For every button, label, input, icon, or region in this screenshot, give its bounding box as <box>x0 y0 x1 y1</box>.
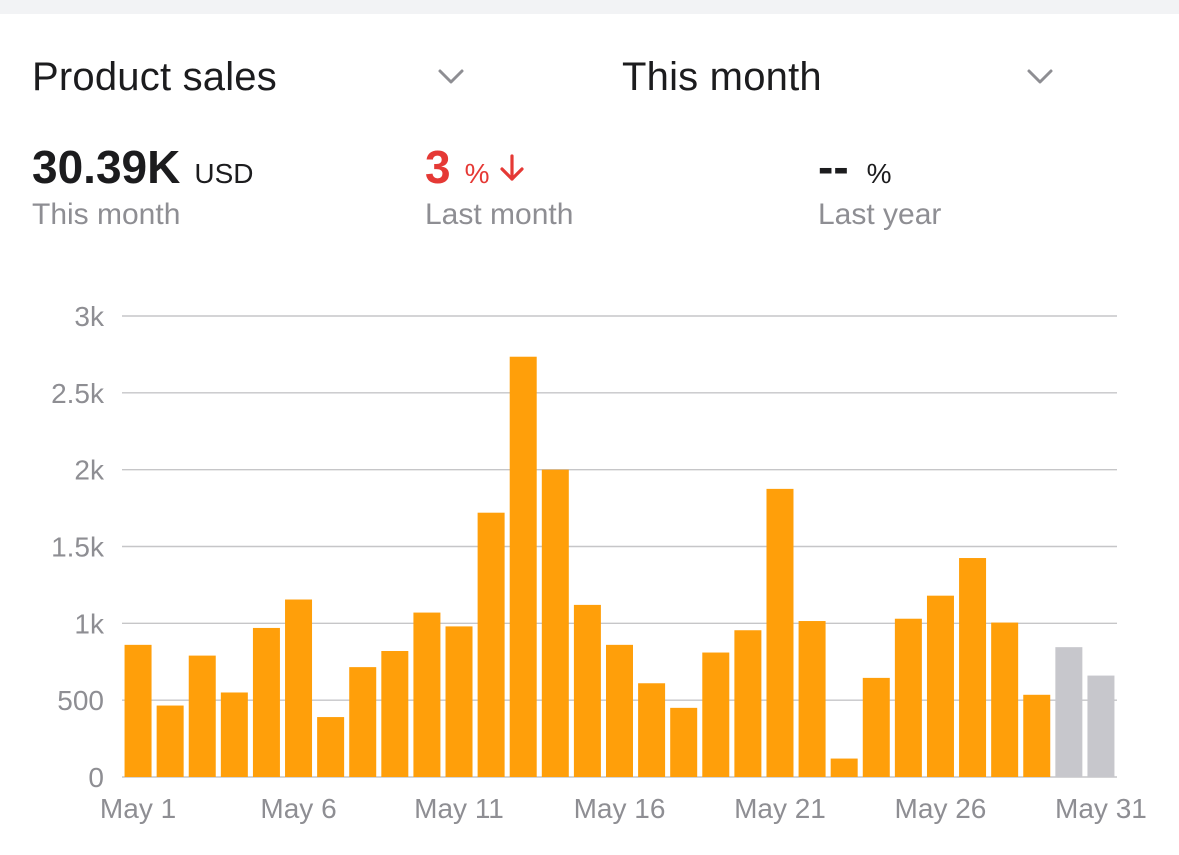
metric-selector[interactable]: Product sales <box>32 52 472 102</box>
bar <box>573 604 601 777</box>
y-tick-label: 0 <box>88 762 104 793</box>
bar <box>798 621 826 777</box>
sales-bar-chart: 0 500 1k 1.5k 2k 2.5k 3k May 1 May 6 May 11 May 16… <box>51 301 1147 824</box>
x-tick-label: May 21 <box>734 793 826 824</box>
y-tick-label: 3k <box>74 301 105 332</box>
y-tick-label: 500 <box>57 685 104 716</box>
bar <box>991 622 1019 777</box>
x-tick-label: May 11 <box>414 793 504 824</box>
bar <box>926 595 954 777</box>
chevron-down-icon <box>1027 69 1053 84</box>
bar <box>252 627 280 777</box>
x-tick-label: May 26 <box>895 793 987 824</box>
y-tick-label: 2.5k <box>51 378 105 409</box>
bar <box>477 512 505 777</box>
stat-last-month-caption: Last month <box>425 198 574 231</box>
arrow-down-icon <box>499 154 524 181</box>
bar <box>413 612 441 777</box>
bar <box>862 677 890 777</box>
x-tick-label: May 1 <box>100 793 176 824</box>
x-tick-label: May 16 <box>574 793 666 824</box>
bar <box>124 644 152 777</box>
bar <box>541 469 569 777</box>
bar-projected <box>1087 675 1115 777</box>
period-selector-label: This month <box>622 54 822 99</box>
stat-this-month-unit: USD <box>194 158 254 189</box>
bar-projected <box>1055 647 1083 777</box>
y-tick-label: 2k <box>74 455 105 486</box>
stat-last-year: -- % Last year <box>818 140 941 232</box>
stat-last-month-value: 3 <box>425 141 451 193</box>
stat-last-month: 3 % Last month <box>425 140 573 232</box>
stat-last-year-unit: % <box>866 158 892 189</box>
x-tick-label: May 6 <box>260 793 336 824</box>
bar <box>638 683 666 777</box>
bar <box>959 558 987 777</box>
bar <box>830 758 858 777</box>
bar <box>894 618 922 777</box>
stat-this-month-value: 30.39K <box>32 141 181 193</box>
bar <box>156 705 184 777</box>
y-tick-label: 1.5k <box>51 532 105 563</box>
stat-last-year-value: -- <box>818 141 849 193</box>
top-strip <box>0 0 1179 14</box>
bar <box>606 644 633 777</box>
stat-last-year-caption: Last year <box>818 198 942 231</box>
stat-this-month-caption: This month <box>32 198 181 231</box>
metric-selector-label: Product sales <box>32 54 277 99</box>
bar <box>188 655 216 777</box>
bar <box>381 650 409 777</box>
bar <box>509 356 537 777</box>
bar <box>349 667 377 777</box>
bar <box>220 692 248 777</box>
bar <box>445 626 473 777</box>
chevron-down-icon <box>438 69 464 84</box>
stat-last-month-unit: % <box>464 158 490 189</box>
bar <box>702 652 730 777</box>
bar <box>766 488 794 777</box>
bar <box>285 599 313 777</box>
stat-this-month: 30.39K USD This month <box>32 140 253 232</box>
period-selector[interactable]: This month <box>622 52 1062 102</box>
x-tick-label: May 31 <box>1055 793 1147 824</box>
bar <box>670 707 698 777</box>
bar <box>1023 694 1051 777</box>
bar <box>734 630 762 777</box>
bar <box>317 717 345 777</box>
y-tick-label: 1k <box>74 608 105 639</box>
